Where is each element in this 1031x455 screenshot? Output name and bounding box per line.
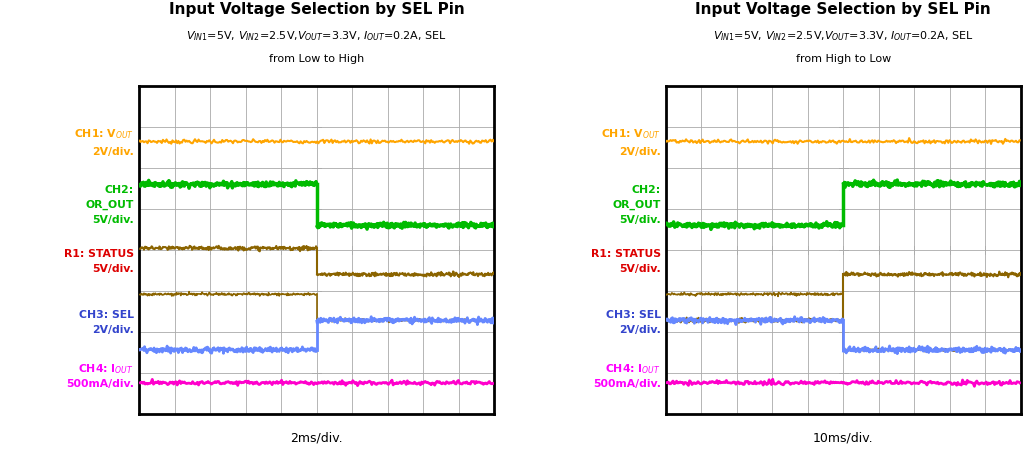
Text: 5V/div.: 5V/div. [619, 263, 661, 273]
Text: $V_{IN1}$=5V, $V_{IN2}$=2.5V,$V_{OUT}$=3.3V, $I_{OUT}$=0.2A, SEL: $V_{IN1}$=5V, $V_{IN2}$=2.5V,$V_{OUT}$=3… [713, 30, 973, 43]
Text: 2V/div.: 2V/div. [92, 324, 134, 334]
Text: 500mA/div.: 500mA/div. [593, 378, 661, 388]
Text: 5V/div.: 5V/div. [619, 214, 661, 224]
Text: R1: STATUS: R1: STATUS [591, 248, 661, 258]
Text: 2V/div.: 2V/div. [619, 324, 661, 334]
Text: CH3: SEL: CH3: SEL [79, 309, 134, 319]
Text: CH4: I$_{OUT}$: CH4: I$_{OUT}$ [78, 361, 134, 375]
Text: 500mA/div.: 500mA/div. [66, 378, 134, 388]
Text: from High to Low: from High to Low [796, 54, 891, 64]
Text: CH1: V$_{OUT}$: CH1: V$_{OUT}$ [74, 127, 134, 141]
Text: Input Voltage Selection by SEL Pin: Input Voltage Selection by SEL Pin [169, 2, 465, 17]
Text: CH1: V$_{OUT}$: CH1: V$_{OUT}$ [601, 127, 661, 141]
Text: CH2:: CH2: [631, 185, 661, 195]
Text: Input Voltage Selection by SEL Pin: Input Voltage Selection by SEL Pin [696, 2, 991, 17]
Text: 2V/div.: 2V/div. [92, 147, 134, 157]
Text: CH3: SEL: CH3: SEL [606, 309, 661, 319]
Text: OR_OUT: OR_OUT [612, 199, 661, 209]
Text: from Low to High: from Low to High [269, 54, 364, 64]
Text: $V_{IN1}$=5V, $V_{IN2}$=2.5V,$V_{OUT}$=3.3V, $I_{OUT}$=0.2A, SEL: $V_{IN1}$=5V, $V_{IN2}$=2.5V,$V_{OUT}$=3… [187, 30, 446, 43]
Text: R1: STATUS: R1: STATUS [64, 248, 134, 258]
Text: 5V/div.: 5V/div. [93, 263, 134, 273]
Text: CH4: I$_{OUT}$: CH4: I$_{OUT}$ [605, 361, 661, 375]
Text: 10ms/div.: 10ms/div. [813, 430, 873, 443]
Text: CH2:: CH2: [105, 185, 134, 195]
Text: 2V/div.: 2V/div. [619, 147, 661, 157]
Text: 5V/div.: 5V/div. [93, 214, 134, 224]
Text: OR_OUT: OR_OUT [86, 199, 134, 209]
Text: 2ms/div.: 2ms/div. [291, 430, 343, 443]
